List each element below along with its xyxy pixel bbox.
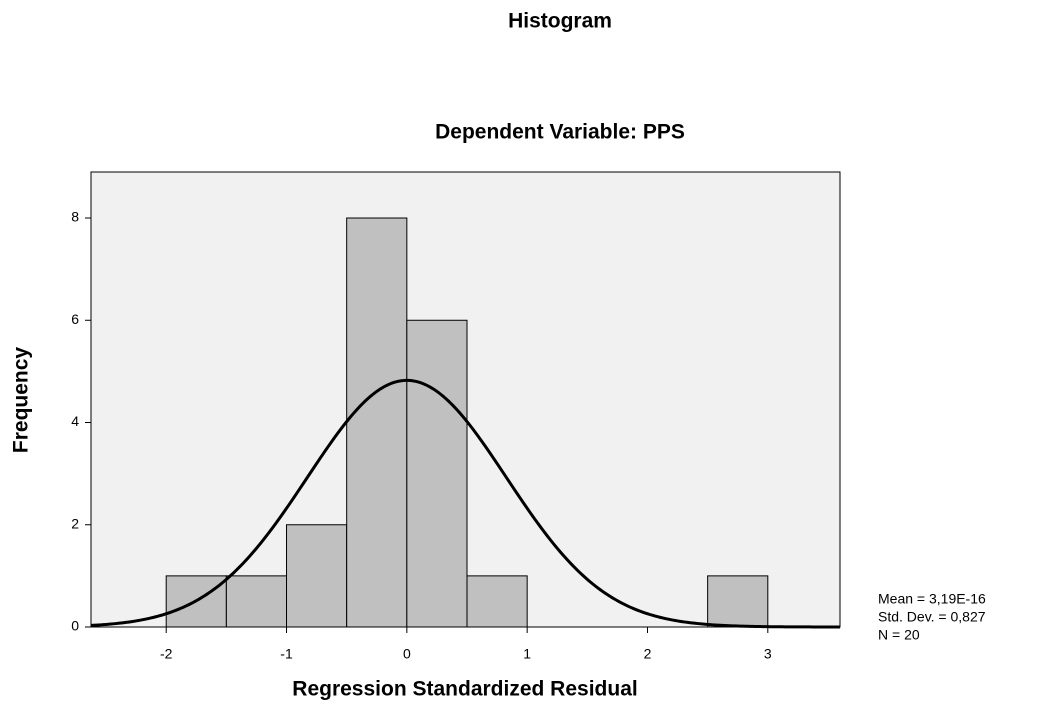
x-tick-label: 0 xyxy=(403,646,411,662)
x-tick-label: 2 xyxy=(644,646,652,662)
stat-mean: Mean = 3,19E-16 xyxy=(878,591,986,607)
chart-title: Histogram xyxy=(508,10,612,33)
stat-std-dev: Std. Dev. = 0,827 xyxy=(878,609,986,625)
bar xyxy=(225,575,288,628)
x-axis-label: Regression Standardized Residual xyxy=(292,678,637,701)
bar xyxy=(346,217,408,628)
y-tick-label: 8 xyxy=(71,209,79,225)
x-tick-label: -1 xyxy=(280,646,293,662)
bar xyxy=(286,524,348,628)
y-axis-label: Frequency xyxy=(10,347,33,454)
bar xyxy=(707,575,769,628)
chart-subtitle: Dependent Variable: PPS xyxy=(435,121,685,144)
x-tick-label: 3 xyxy=(764,646,772,662)
bar xyxy=(466,575,528,628)
stat-n: N = 20 xyxy=(878,627,920,643)
y-tick-label: 2 xyxy=(71,515,79,531)
y-tick-label: 6 xyxy=(71,311,79,327)
y-tick-label: 4 xyxy=(71,413,79,429)
x-tick-label: -2 xyxy=(160,646,173,662)
bar xyxy=(406,319,468,628)
x-tick-label: 1 xyxy=(523,646,531,662)
normal-curve xyxy=(90,378,840,629)
y-tick-label: 0 xyxy=(71,618,79,634)
